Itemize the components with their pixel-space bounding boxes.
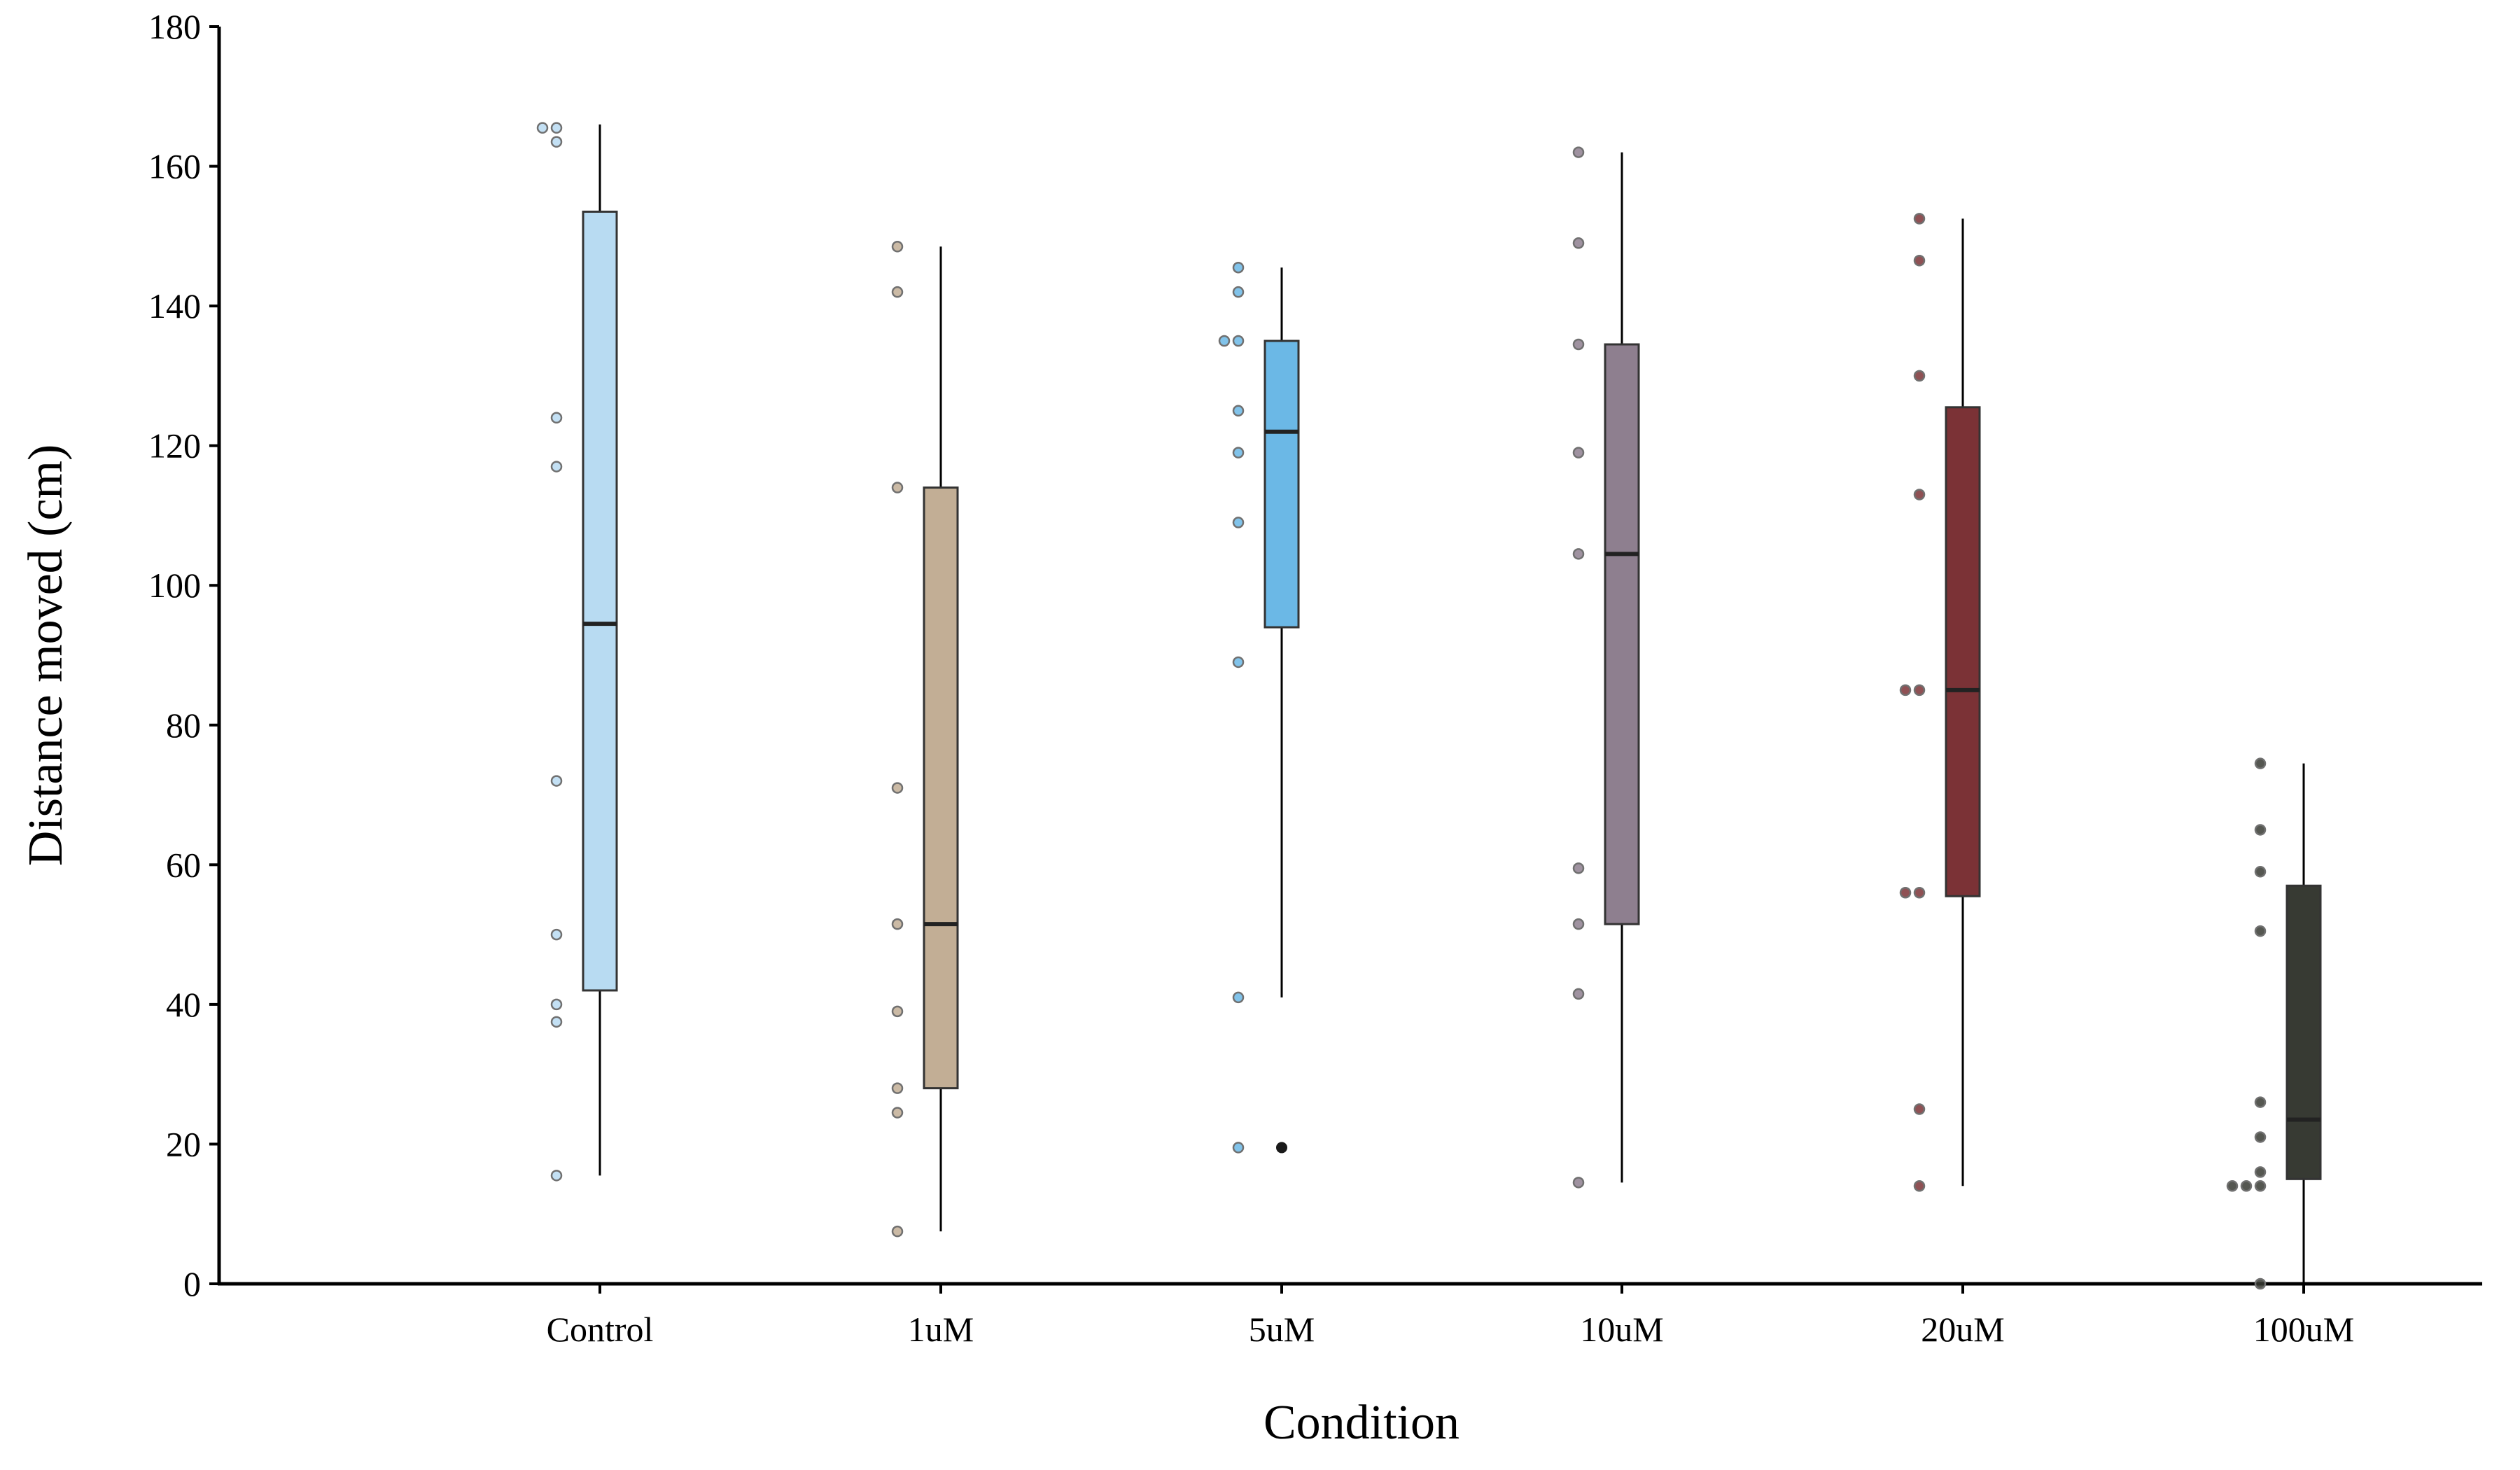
data-point	[1572, 146, 1585, 158]
data-point	[1218, 335, 1231, 347]
box-group	[582, 124, 618, 1176]
data-point	[891, 241, 904, 253]
data-point	[891, 482, 904, 493]
data-point	[1232, 517, 1245, 528]
data-point	[2254, 824, 2267, 836]
y-tick-label: 160	[148, 147, 201, 186]
data-point	[2254, 757, 2267, 769]
data-point	[2254, 1131, 2267, 1143]
data-point	[1899, 886, 1912, 899]
data-point	[1572, 548, 1585, 560]
box-iqr	[2286, 884, 2322, 1180]
y-ticks: 0 20 40 60 80 100 120 140 160 180	[148, 7, 219, 1303]
data-point	[2254, 1278, 2267, 1290]
outlier-point	[1276, 1142, 1287, 1154]
x-tick-label: 10uM	[1580, 1310, 1663, 1349]
data-point	[550, 998, 563, 1011]
data-point	[1572, 338, 1585, 351]
data-point	[2254, 1166, 2267, 1178]
data-point	[1232, 335, 1245, 347]
x-tick-label: 5uM	[1249, 1310, 1315, 1349]
data-point	[891, 286, 904, 298]
data-point	[2226, 1180, 2239, 1192]
data-point	[1913, 886, 1926, 899]
data-point	[1572, 447, 1585, 458]
data-point	[891, 782, 904, 794]
data-point	[891, 1107, 904, 1119]
data-point	[1232, 991, 1245, 1004]
data-point	[1572, 862, 1585, 874]
box-group	[2286, 763, 2322, 1284]
data-point	[550, 136, 563, 148]
data-point	[1913, 1103, 1926, 1115]
box-iqr	[923, 486, 959, 1090]
boxes	[582, 124, 2322, 1284]
box-group	[1264, 267, 1300, 1154]
data-point	[2254, 866, 2267, 878]
axes-layer	[217, 27, 2482, 1286]
y-tick-label: 100	[148, 566, 201, 605]
x-tick-label: 20uM	[1921, 1310, 2004, 1349]
data-point	[1572, 988, 1585, 1000]
data-point	[891, 1005, 904, 1018]
data-point	[1899, 684, 1912, 696]
y-tick-label: 60	[166, 845, 201, 884]
x-tick-label: 100uM	[2253, 1310, 2354, 1349]
y-axis-title: Distance moved (cm)	[19, 444, 73, 867]
data-point	[550, 775, 563, 787]
data-point	[1913, 370, 1926, 382]
data-point	[1572, 1177, 1585, 1189]
y-tick-label: 80	[166, 706, 201, 745]
y-tick-label: 20	[166, 1124, 201, 1163]
data-point	[550, 122, 563, 134]
data-point	[1232, 447, 1245, 458]
data-point	[550, 928, 563, 941]
data-point	[2254, 925, 2267, 937]
data-point	[550, 1170, 563, 1182]
data-point	[1572, 918, 1585, 930]
box-iqr	[1945, 406, 1981, 897]
data-point	[1232, 405, 1245, 417]
x-tick-label: 1uM	[908, 1310, 974, 1349]
data-point	[1913, 1180, 1926, 1192]
box-iqr	[1264, 340, 1300, 629]
data-point	[1232, 656, 1245, 668]
data-point	[1572, 237, 1585, 249]
data-point	[891, 1082, 904, 1094]
x-axis-title: Condition	[1264, 1396, 1460, 1450]
data-points	[536, 122, 2267, 1290]
box-group	[923, 246, 959, 1232]
data-point	[1913, 213, 1926, 225]
data-point	[1232, 261, 1245, 274]
box-group	[1945, 218, 1981, 1186]
box-iqr	[582, 210, 618, 992]
data-point	[550, 412, 563, 424]
data-point	[1913, 255, 1926, 267]
box-group	[1604, 152, 1640, 1183]
data-point	[1232, 1142, 1245, 1154]
y-tick-label: 140	[148, 286, 201, 326]
x-tick-label: Control	[547, 1310, 654, 1349]
data-point	[1913, 489, 1926, 500]
box-iqr	[1604, 343, 1640, 925]
y-tick-label: 0	[183, 1264, 201, 1303]
data-point	[2254, 1096, 2267, 1108]
y-tick-label: 180	[148, 7, 201, 46]
y-tick-label: 120	[148, 426, 201, 465]
data-point	[550, 461, 563, 472]
data-point	[1913, 684, 1926, 696]
x-ticks: Control 1uM 5uM 10uM 20uM 100uM	[547, 1284, 2354, 1349]
data-point	[2254, 1180, 2267, 1192]
data-point	[1232, 286, 1245, 298]
data-point	[891, 918, 904, 930]
data-point	[550, 1016, 563, 1028]
data-point	[536, 122, 549, 134]
data-point	[891, 1225, 904, 1238]
y-tick-label: 40	[166, 985, 201, 1024]
data-point	[2240, 1180, 2253, 1192]
